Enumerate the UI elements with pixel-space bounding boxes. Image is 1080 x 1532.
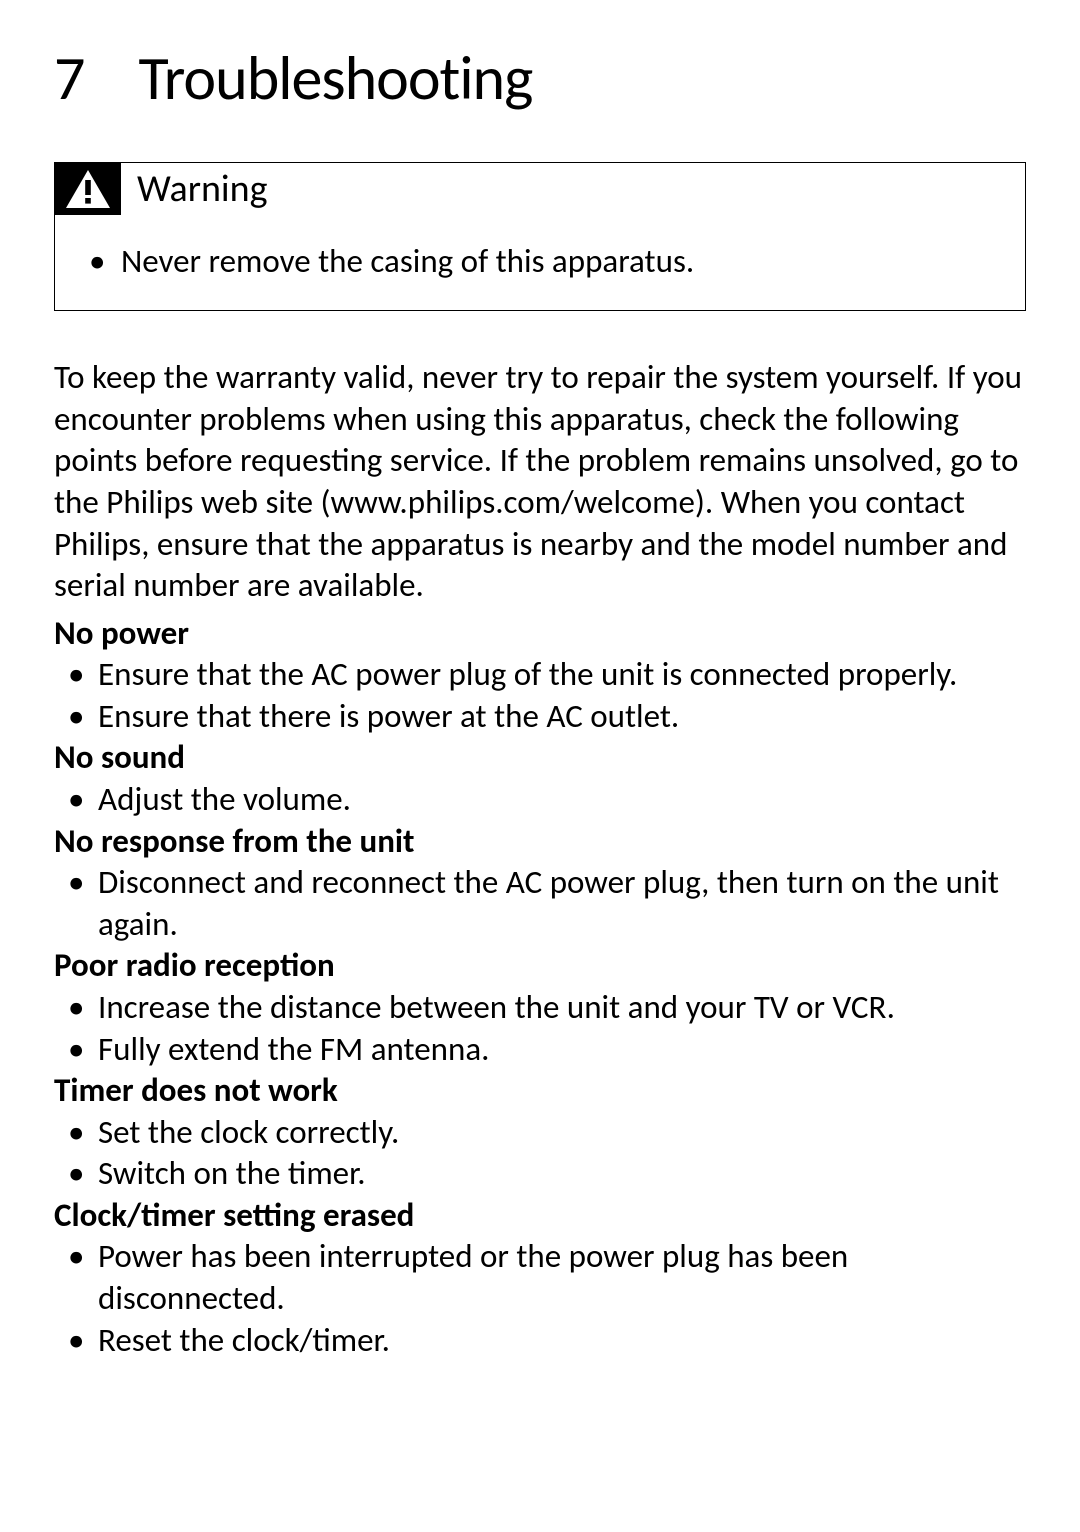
intro-paragraph: To keep the warranty valid, never try to… bbox=[54, 357, 1026, 606]
section-list: Increase the distance between the unit a… bbox=[54, 987, 1026, 1070]
section-title: No sound bbox=[54, 737, 1026, 779]
section-title: No response from the unit bbox=[54, 821, 1026, 863]
warning-icon bbox=[55, 163, 121, 215]
section-title: Poor radio reception bbox=[54, 945, 1026, 987]
list-item: Set the clock correctly. bbox=[98, 1112, 1026, 1154]
section-title: Clock/timer setting erased bbox=[54, 1195, 1026, 1237]
chapter-heading: 7 Troubleshooting bbox=[54, 40, 1026, 116]
list-item: Ensure that there is power at the AC out… bbox=[98, 696, 1026, 738]
chapter-number: 7 bbox=[54, 40, 84, 116]
troubleshoot-section: Timer does not workSet the clock correct… bbox=[54, 1070, 1026, 1195]
list-item: Increase the distance between the unit a… bbox=[98, 987, 1026, 1029]
troubleshoot-section: Poor radio receptionIncrease the distanc… bbox=[54, 945, 1026, 1070]
section-list: Adjust the volume. bbox=[54, 779, 1026, 821]
list-item: Disconnect and reconnect the AC power pl… bbox=[98, 862, 1026, 945]
troubleshoot-section: No soundAdjust the volume. bbox=[54, 737, 1026, 820]
warning-label: Warning bbox=[137, 166, 267, 212]
section-title: No power bbox=[54, 613, 1026, 655]
warning-item: Never remove the casing of this apparatu… bbox=[89, 241, 997, 282]
list-item: Fully extend the FM antenna. bbox=[98, 1029, 1026, 1071]
list-item: Power has been interrupted or the power … bbox=[98, 1236, 1026, 1319]
list-item: Ensure that the AC power plug of the uni… bbox=[98, 654, 1026, 696]
section-title: Timer does not work bbox=[54, 1070, 1026, 1112]
document-page: 7 Troubleshooting Warning Never remove t… bbox=[0, 0, 1080, 1421]
list-item: Switch on the timer. bbox=[98, 1153, 1026, 1195]
warning-body: Never remove the casing of this apparatu… bbox=[55, 215, 1025, 310]
list-item: Reset the clock/timer. bbox=[98, 1320, 1026, 1362]
troubleshoot-section: No powerEnsure that the AC power plug of… bbox=[54, 613, 1026, 738]
warning-list: Never remove the casing of this apparatu… bbox=[89, 241, 997, 282]
sections-container: No powerEnsure that the AC power plug of… bbox=[54, 613, 1026, 1361]
section-list: Disconnect and reconnect the AC power pl… bbox=[54, 862, 1026, 945]
section-list: Power has been interrupted or the power … bbox=[54, 1236, 1026, 1361]
list-item: Adjust the volume. bbox=[98, 779, 1026, 821]
section-list: Ensure that the AC power plug of the uni… bbox=[54, 654, 1026, 737]
warning-header: Warning bbox=[55, 163, 1025, 215]
chapter-title: Troubleshooting bbox=[138, 40, 532, 116]
troubleshoot-section: Clock/timer setting erasedPower has been… bbox=[54, 1195, 1026, 1361]
troubleshoot-section: No response from the unitDisconnect and … bbox=[54, 821, 1026, 946]
warning-callout: Warning Never remove the casing of this … bbox=[54, 162, 1026, 311]
section-list: Set the clock correctly.Switch on the ti… bbox=[54, 1112, 1026, 1195]
